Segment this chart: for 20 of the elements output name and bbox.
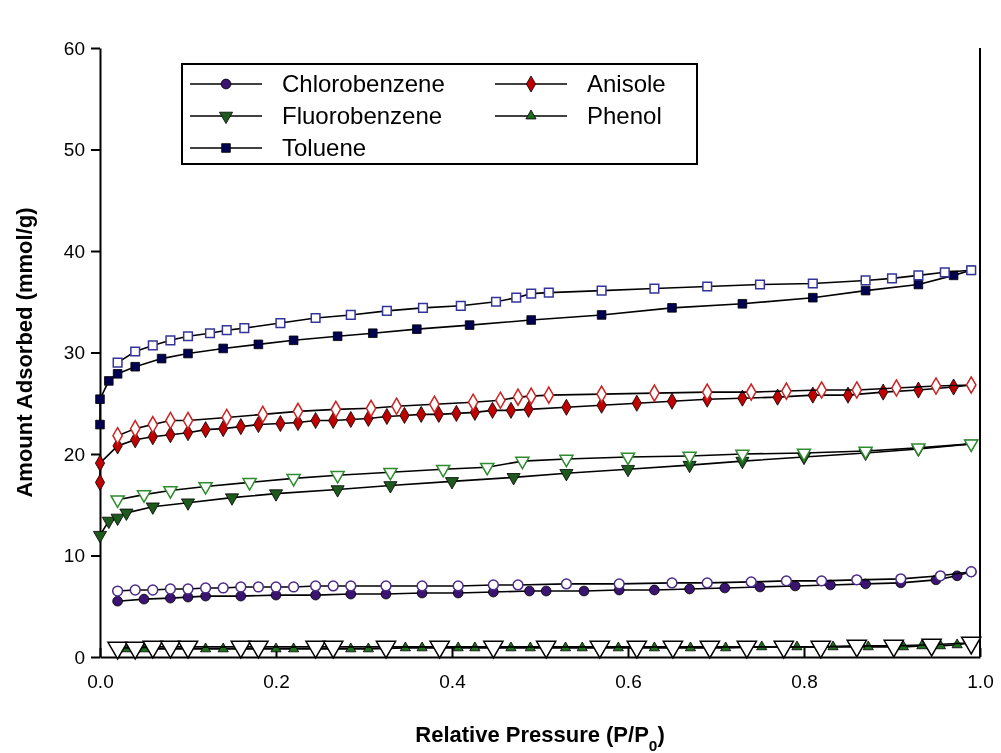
y-tick-label: 60 — [63, 37, 85, 59]
legend-label: Toluene — [282, 134, 367, 161]
y-tick-label: 50 — [63, 139, 85, 161]
y-tick-label: 20 — [63, 443, 85, 465]
y-tick-label: 10 — [63, 545, 85, 567]
x-axis-title: Relative Pressure (P/P$_{0}$) — [415, 722, 665, 753]
legend-label: Fluorobenzene — [282, 102, 443, 129]
x-tick-label: 0.8 — [791, 671, 818, 693]
y-axis-title: Amount Adsorbed (mmol/g) — [12, 207, 37, 498]
x-tick-label: 0.0 — [87, 671, 114, 693]
x-tick-label: 0.6 — [615, 671, 642, 693]
x-tick-label: 0.4 — [439, 671, 467, 693]
x-tick-label: 0.2 — [263, 671, 290, 693]
legend-label: Chlorobenzene — [282, 70, 445, 97]
legend-label: Anisole — [587, 70, 666, 97]
x-tick-label: 1.0 — [967, 671, 994, 693]
y-tick-label: 30 — [63, 342, 85, 364]
y-tick-label: 0 — [74, 646, 85, 668]
legend-label: Phenol — [587, 102, 662, 129]
y-tick-label: 40 — [63, 240, 85, 262]
